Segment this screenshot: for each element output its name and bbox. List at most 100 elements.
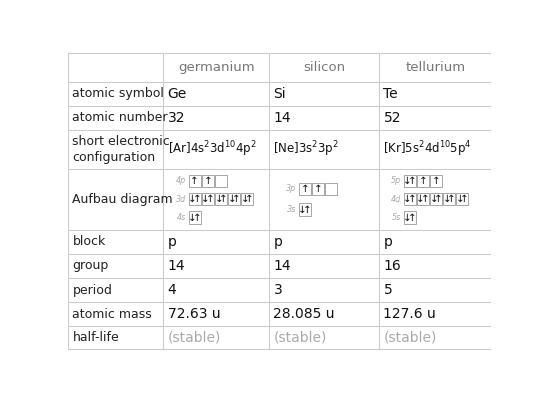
- Text: ↓: ↓: [403, 212, 412, 222]
- Text: ↓: ↓: [430, 194, 438, 204]
- Text: ↓: ↓: [456, 194, 465, 204]
- Text: 14: 14: [168, 259, 185, 273]
- Text: ↓: ↓: [215, 194, 223, 204]
- Text: ↑: ↑: [232, 194, 241, 204]
- Text: ↑: ↑: [204, 176, 212, 186]
- Text: 14: 14: [274, 111, 291, 125]
- Text: 4: 4: [168, 283, 176, 297]
- Text: $[\rm{Kr}]5s^24d^{10}5p^4$: $[\rm{Kr}]5s^24d^{10}5p^4$: [383, 140, 472, 159]
- Text: (stable): (stable): [383, 331, 437, 345]
- Text: ↑: ↑: [418, 176, 427, 186]
- Bar: [430, 193, 442, 205]
- Text: block: block: [73, 235, 106, 248]
- Text: ↓: ↓: [188, 212, 197, 222]
- Text: 127.6 u: 127.6 u: [383, 307, 436, 321]
- Text: atomic number: atomic number: [73, 112, 168, 125]
- Text: group: group: [73, 260, 109, 273]
- Text: ↓: ↓: [298, 204, 307, 214]
- Text: ↑: ↑: [420, 194, 429, 204]
- Text: ↓: ↓: [403, 176, 412, 186]
- Text: 52: 52: [383, 111, 401, 125]
- Text: germanium: germanium: [178, 61, 254, 74]
- Bar: [241, 193, 253, 205]
- Text: 72.63 u: 72.63 u: [168, 307, 221, 321]
- Text: $[\rm{Ne}]3s^23p^2$: $[\rm{Ne}]3s^23p^2$: [274, 140, 340, 159]
- Text: 5s: 5s: [392, 213, 401, 222]
- Bar: [312, 183, 324, 195]
- Bar: [404, 175, 416, 187]
- Text: 4s: 4s: [177, 213, 186, 222]
- Text: Te: Te: [383, 87, 398, 101]
- Text: ↓: ↓: [228, 194, 236, 204]
- Text: ↑: ↑: [407, 212, 416, 222]
- Bar: [325, 183, 337, 195]
- Text: 14: 14: [274, 259, 291, 273]
- Bar: [202, 175, 214, 187]
- Bar: [443, 193, 455, 205]
- Text: 28.085 u: 28.085 u: [274, 307, 335, 321]
- Bar: [189, 212, 201, 224]
- Text: ↓: ↓: [417, 194, 425, 204]
- Text: atomic symbol: atomic symbol: [73, 87, 164, 100]
- Text: 3s: 3s: [287, 205, 296, 214]
- Text: silicon: silicon: [303, 61, 345, 74]
- Bar: [430, 175, 442, 187]
- Bar: [299, 183, 311, 195]
- Text: 5p: 5p: [391, 176, 401, 185]
- Bar: [417, 193, 429, 205]
- Text: ↑: ↑: [191, 176, 199, 186]
- Text: 32: 32: [168, 111, 185, 125]
- Text: half-life: half-life: [73, 331, 119, 344]
- Bar: [404, 212, 416, 224]
- Text: ↑: ↑: [447, 194, 455, 204]
- Text: 3: 3: [274, 283, 282, 297]
- Text: ↑: ↑: [407, 194, 416, 204]
- Bar: [299, 204, 311, 216]
- Text: p: p: [168, 235, 176, 249]
- Text: 4p: 4p: [176, 176, 186, 185]
- Bar: [417, 175, 429, 187]
- Bar: [202, 193, 214, 205]
- Text: atomic mass: atomic mass: [73, 308, 152, 321]
- Text: ↑: ↑: [431, 176, 440, 186]
- Text: 3p: 3p: [286, 184, 296, 193]
- Text: ↓: ↓: [241, 194, 250, 204]
- Text: ↑: ↑: [193, 194, 201, 204]
- Text: p: p: [274, 235, 282, 249]
- Text: Ge: Ge: [168, 87, 187, 101]
- Text: ↑: ↑: [302, 204, 311, 214]
- Text: ↑: ↑: [407, 176, 416, 186]
- Bar: [189, 175, 201, 187]
- Text: $[\rm{Ar}]4s^23d^{10}4p^2$: $[\rm{Ar}]4s^23d^{10}4p^2$: [168, 140, 257, 159]
- Text: tellurium: tellurium: [405, 61, 465, 74]
- Text: ↑: ↑: [245, 194, 254, 204]
- Bar: [215, 193, 227, 205]
- Text: ↑: ↑: [434, 194, 442, 204]
- Text: 4d: 4d: [391, 195, 401, 204]
- Text: ↑: ↑: [219, 194, 228, 204]
- Text: Aufbau diagram: Aufbau diagram: [73, 193, 173, 206]
- Text: (stable): (stable): [168, 331, 221, 345]
- Bar: [404, 193, 416, 205]
- Text: ↑: ↑: [193, 212, 201, 222]
- Bar: [228, 193, 240, 205]
- Text: (stable): (stable): [274, 331, 327, 345]
- Text: ↑: ↑: [300, 184, 309, 194]
- Bar: [456, 193, 468, 205]
- Text: ↓: ↓: [443, 194, 452, 204]
- Text: ↑: ↑: [460, 194, 468, 204]
- Text: ↓: ↓: [403, 194, 412, 204]
- Bar: [215, 175, 227, 187]
- Bar: [189, 193, 201, 205]
- Text: period: period: [73, 283, 112, 297]
- Text: 3d: 3d: [176, 195, 186, 204]
- Text: ↑: ↑: [313, 184, 322, 194]
- Text: ↑: ↑: [206, 194, 215, 204]
- Text: ↓: ↓: [188, 194, 197, 204]
- Text: 16: 16: [383, 259, 401, 273]
- Text: p: p: [383, 235, 393, 249]
- Text: ↓: ↓: [201, 194, 210, 204]
- Text: Si: Si: [274, 87, 286, 101]
- Text: short electronic
configuration: short electronic configuration: [73, 135, 170, 164]
- Text: 5: 5: [383, 283, 392, 297]
